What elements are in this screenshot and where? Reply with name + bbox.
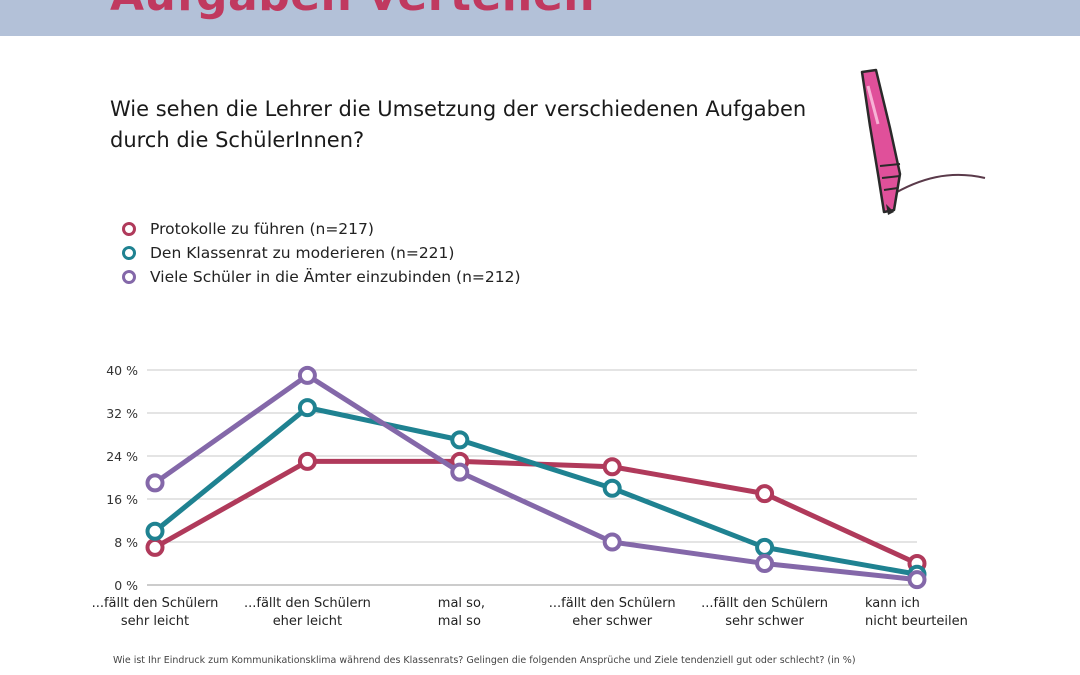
- question-line-2: durch die SchülerInnen?: [110, 128, 365, 152]
- y-tick-label: 40 %: [106, 363, 138, 378]
- legend-marker-icon: [122, 246, 136, 260]
- x-tick-label: mal so, mal so: [438, 596, 485, 629]
- series-line: [152, 372, 920, 583]
- data-point: [450, 430, 470, 450]
- chart-legend: Protokolle zu führen (n=217) Den Klassen…: [120, 217, 521, 289]
- data-point: [145, 521, 165, 541]
- data-point: [145, 537, 165, 557]
- legend-label: Protokolle zu führen (n=217): [150, 220, 374, 238]
- legend-marker-icon: [122, 222, 136, 236]
- y-tick-label: 8 %: [114, 535, 138, 550]
- footnote: Wie ist Ihr Eindruck zum Kommunikationsk…: [113, 655, 856, 666]
- data-point: [450, 462, 470, 482]
- legend-label: Viele Schüler in die Ämter einzubinden (…: [150, 268, 521, 286]
- legend-label: Den Klassenrat zu moderieren (n=221): [150, 244, 455, 262]
- data-point: [145, 473, 165, 493]
- data-point: [755, 484, 775, 504]
- y-tick-label: 16 %: [106, 492, 138, 507]
- series-line: [152, 458, 920, 566]
- top-banner: Aufgaben verteilen: [0, 0, 1080, 36]
- data-point: [755, 537, 775, 557]
- data-point: [602, 478, 622, 498]
- x-tick-label: ...fällt den Schülern sehr leicht: [92, 596, 219, 629]
- data-point: [297, 398, 317, 418]
- y-tick-label: 32 %: [106, 406, 138, 421]
- data-point: [602, 532, 622, 552]
- legend-item-protokolle: Protokolle zu führen (n=217): [120, 217, 521, 241]
- legend-item-aemter: Viele Schüler in die Ämter einzubinden (…: [120, 265, 521, 289]
- y-tick-label: 24 %: [106, 449, 138, 464]
- x-tick-label: kann ich nicht beurteilen: [865, 596, 968, 629]
- data-point: [297, 451, 317, 471]
- legend-item-klassenrat: Den Klassenrat zu moderieren (n=221): [120, 241, 521, 265]
- data-point: [297, 365, 317, 385]
- x-tick-label: ...fällt den Schülern sehr schwer: [701, 596, 828, 629]
- x-tick-label: ...fällt den Schülern eher leicht: [244, 596, 371, 629]
- question-line-1: Wie sehen die Lehrer die Umsetzung der v…: [110, 97, 807, 121]
- fountain-pen-icon: [860, 68, 986, 215]
- banner-title: Aufgaben verteilen: [110, 0, 595, 21]
- data-point: [755, 554, 775, 573]
- series-line: [152, 405, 920, 577]
- page-title: Wie sehen die Lehrer die Umsetzung der v…: [110, 94, 870, 156]
- data-point: [907, 570, 927, 590]
- legend-marker-icon: [122, 270, 136, 284]
- x-tick-label: ...fällt den Schülern eher schwer: [549, 596, 676, 629]
- y-tick-label: 0 %: [114, 578, 138, 593]
- data-point: [602, 457, 622, 477]
